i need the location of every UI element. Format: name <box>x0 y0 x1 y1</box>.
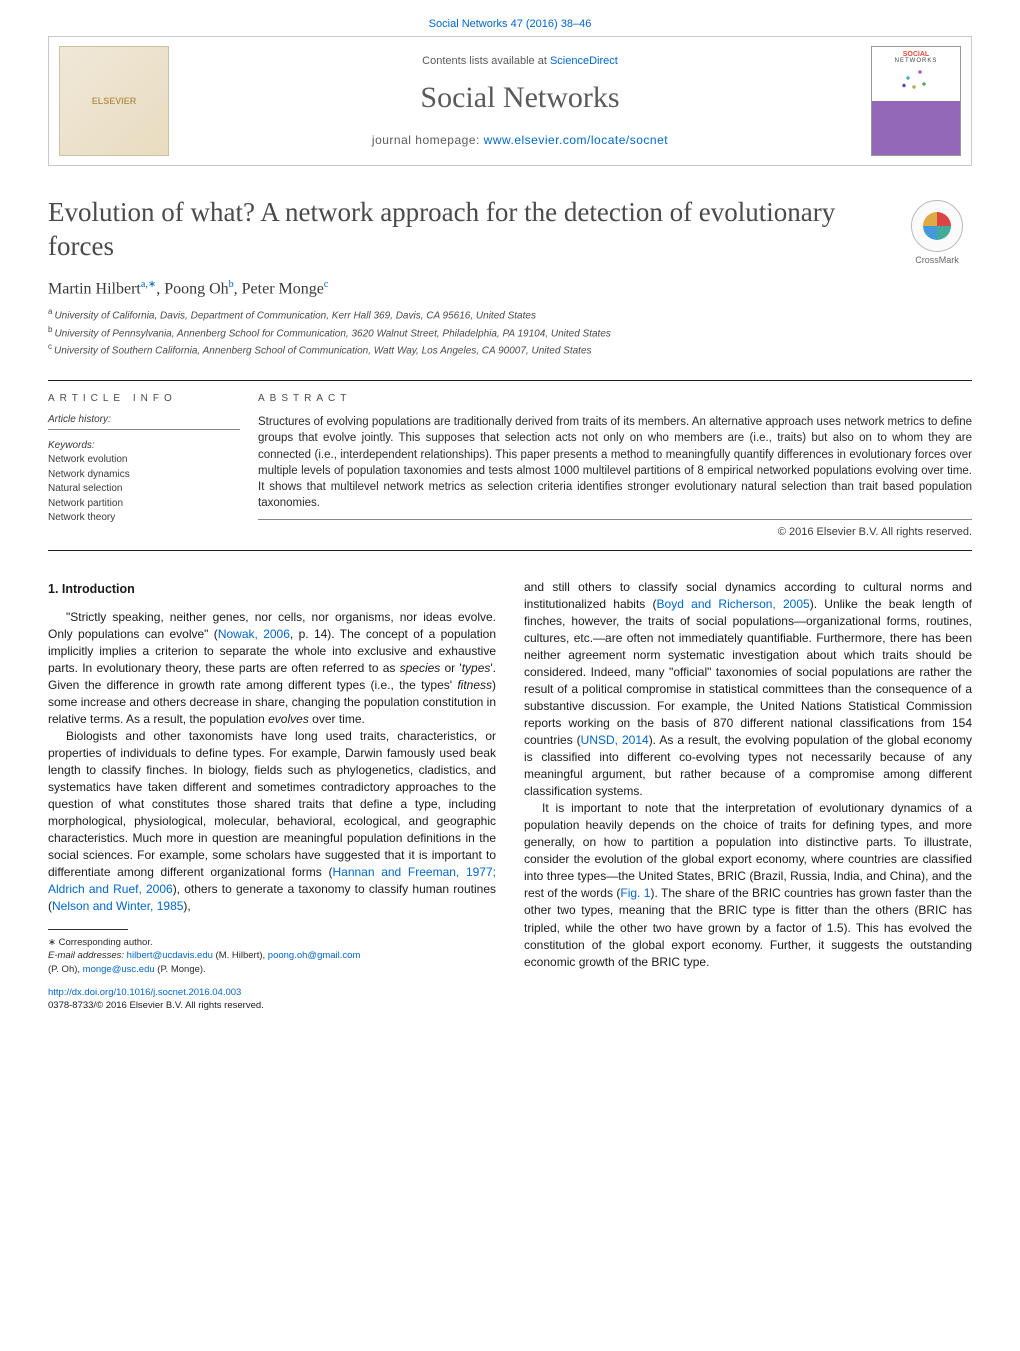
publisher-logo-text: ELSEVIER <box>92 96 137 106</box>
keywords-head: Keywords: <box>48 440 240 451</box>
keyword-item: Network dynamics <box>48 468 240 483</box>
citation-link[interactable]: Social Networks 47 (2016) 38–46 <box>48 18 972 30</box>
article-info-column: ARTICLE INFO Article history: Keywords: … <box>48 381 258 550</box>
journal-cover: SOCIAL NETWORKS <box>871 46 961 156</box>
cite-link[interactable]: Hannan and Freeman, 1977; Aldrich and Ru… <box>48 865 496 896</box>
cover-top: SOCIAL NETWORKS <box>872 47 960 101</box>
email-who: (P. Oh), <box>48 964 83 975</box>
footnote-block: ∗ Corresponding author. E-mail addresses… <box>48 929 496 1012</box>
author-3-sup: c <box>324 279 328 290</box>
author-2: Poong Oh <box>164 280 228 297</box>
email-who: (M. Hilbert), <box>213 950 268 961</box>
body-paragraph: and still others to classify social dyna… <box>524 579 972 800</box>
abstract-text: Structures of evolving populations are t… <box>258 414 972 520</box>
affiliations: aUniversity of California, Davis, Depart… <box>48 306 972 358</box>
cite-link[interactable]: Nelson and Winter, 1985 <box>52 899 183 913</box>
author-2-sup: b <box>229 279 234 290</box>
affiliation-b: bUniversity of Pennsylvania, Annenberg S… <box>48 324 972 341</box>
affiliation-b-text: University of Pennsylvania, Annenberg Sc… <box>54 328 610 339</box>
sciencedirect-link[interactable]: ScienceDirect <box>550 55 618 67</box>
header-center: Contents lists available at ScienceDirec… <box>169 49 871 153</box>
affiliation-a: aUniversity of California, Davis, Depart… <box>48 306 972 323</box>
crossmark-badge <box>911 200 963 252</box>
contents-available-line: Contents lists available at ScienceDirec… <box>179 55 861 67</box>
issn-copyright: 0378-8733/© 2016 Elsevier B.V. All right… <box>48 1000 264 1011</box>
article-info-heading: ARTICLE INFO <box>48 393 240 404</box>
body-two-column: 1. Introduction "Strictly speaking, neit… <box>48 579 972 1013</box>
doi-block: http://dx.doi.org/10.1016/j.socnet.2016.… <box>48 986 496 1013</box>
body-paragraph: Biologists and other taxonomists have lo… <box>48 728 496 915</box>
email-link[interactable]: monge@usc.edu <box>83 964 155 975</box>
cover-bottom <box>872 101 960 155</box>
cover-title-1: SOCIAL <box>903 51 929 58</box>
publisher-logo: ELSEVIER <box>59 46 169 156</box>
homepage-prefix: journal homepage: <box>372 133 484 147</box>
email-who: (P. Monge). <box>155 964 206 975</box>
emails-label: E-mail addresses: <box>48 950 127 961</box>
cover-network-graphic <box>896 66 936 96</box>
article-title: Evolution of what? A network approach fo… <box>48 196 884 264</box>
corresponding-author-note: ∗ Corresponding author. <box>48 936 496 949</box>
cite-link[interactable]: Boyd and Richerson, 2005 <box>657 597 810 611</box>
keyword-item: Network evolution <box>48 453 240 468</box>
abstract-heading: ABSTRACT <box>258 393 972 404</box>
author-1-sup: a,∗ <box>141 279 156 290</box>
cite-link[interactable]: UNSD, 2014 <box>581 733 649 747</box>
article-history-head: Article history: <box>48 414 240 430</box>
footnotes: ∗ Corresponding author. E-mail addresses… <box>48 936 496 976</box>
authors-line: Martin Hilberta,∗, Poong Ohb, Peter Mong… <box>48 279 972 298</box>
figure-link[interactable]: Fig. 1 <box>620 886 650 900</box>
journal-homepage-line: journal homepage: www.elsevier.com/locat… <box>179 133 861 147</box>
page-root: Social Networks 47 (2016) 38–46 ELSEVIER… <box>0 0 1020 1043</box>
journal-name: Social Networks <box>179 81 861 115</box>
keyword-item: Natural selection <box>48 482 240 497</box>
body-paragraph: "Strictly speaking, neither genes, nor c… <box>48 609 496 728</box>
crossmark-widget[interactable]: CrossMark <box>902 200 972 265</box>
homepage-link[interactable]: www.elsevier.com/locate/socnet <box>484 133 668 147</box>
email-link[interactable]: poong.oh@gmail.com <box>268 950 361 961</box>
keyword-item: Network theory <box>48 511 240 526</box>
journal-header-box: ELSEVIER Contents lists available at Sci… <box>48 36 972 166</box>
crossmark-label: CrossMark <box>902 255 972 265</box>
footnote-separator <box>48 929 128 930</box>
email-link[interactable]: hilbert@ucdavis.edu <box>127 950 213 961</box>
cover-title-2: NETWORKS <box>895 58 938 64</box>
abstract-column: ABSTRACT Structures of evolving populati… <box>258 381 972 550</box>
affiliation-c: cUniversity of Southern California, Anne… <box>48 341 972 358</box>
body-paragraph: It is important to note that the interpr… <box>524 800 972 970</box>
keywords-list: Network evolution Network dynamics Natur… <box>48 453 240 526</box>
keyword-item: Network partition <box>48 497 240 512</box>
title-row: Evolution of what? A network approach fo… <box>48 196 972 265</box>
author-3: Peter Monge <box>242 280 324 297</box>
contents-prefix: Contents lists available at <box>422 55 550 67</box>
affiliation-c-text: University of Southern California, Annen… <box>54 345 592 356</box>
doi-link[interactable]: http://dx.doi.org/10.1016/j.socnet.2016.… <box>48 987 241 998</box>
author-1: Martin Hilbert <box>48 280 141 297</box>
email-addresses-line: E-mail addresses: hilbert@ucdavis.edu (M… <box>48 949 496 976</box>
affiliation-a-text: University of California, Davis, Departm… <box>54 311 536 322</box>
crossmark-icon <box>923 212 951 240</box>
abstract-copyright: © 2016 Elsevier B.V. All rights reserved… <box>258 526 972 538</box>
info-abstract-row: ARTICLE INFO Article history: Keywords: … <box>48 380 972 551</box>
cite-link[interactable]: Nowak, 2006 <box>218 627 290 641</box>
section-1-heading: 1. Introduction <box>48 581 496 599</box>
